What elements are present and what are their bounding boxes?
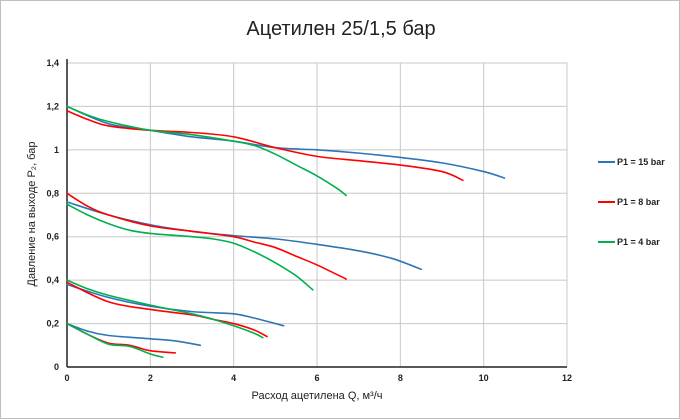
x-tick-label: 0: [64, 373, 69, 383]
legend-label: P1 = 15 bar: [617, 157, 665, 167]
series-2-curve-1: [66, 203, 314, 291]
x-axis-title: Расход ацетилена Q, м³/ч: [251, 390, 382, 402]
y-tick-label: 0: [54, 362, 59, 372]
y-axis-title: Давление на выходе P₂, бар: [26, 142, 38, 287]
series-2-curve-0: [66, 105, 347, 197]
series-0-curve-0: [66, 105, 506, 179]
tick-labels: 0 2 4 6 8 10 12 0 0,2 0,4 0,6 0,8 1 1,2 1,4: [46, 58, 572, 383]
series-0-curve-2: [66, 283, 285, 327]
x-tick-label: 4: [231, 373, 236, 383]
y-tick-label: 1,2: [46, 101, 59, 111]
y-tick-label: 0,8: [46, 188, 59, 198]
legend: P1 = 15 bar P1 = 8 bar P1 = 4 bar: [598, 157, 665, 247]
y-tick-label: 1,4: [46, 58, 59, 68]
series-2-curve-2: [66, 279, 264, 339]
grid: [67, 62, 568, 367]
x-tick-label: 12: [562, 373, 572, 383]
chart-title: Ацетилен 25/1,5 бар: [246, 18, 435, 40]
series-0-curve-3: [66, 322, 202, 347]
series-1-curve-0: [66, 109, 464, 182]
series: [66, 105, 506, 359]
legend-label: P1 = 8 bar: [617, 197, 660, 207]
legend-label: P1 = 4 bar: [617, 237, 660, 247]
x-tick-label: 8: [398, 373, 403, 383]
series-1-curve-1: [66, 192, 347, 280]
y-tick-label: 0,4: [46, 275, 59, 285]
series-1-curve-3: [66, 322, 177, 354]
x-tick-label: 6: [314, 373, 319, 383]
y-tick-label: 0,6: [46, 232, 59, 242]
x-tick-label: 10: [479, 373, 489, 383]
x-tick-label: 2: [148, 373, 153, 383]
series-2-curve-3: [66, 322, 164, 359]
y-tick-label: 0,2: [46, 319, 59, 329]
series-0-curve-1: [66, 201, 422, 271]
y-tick-label: 1: [54, 145, 59, 155]
